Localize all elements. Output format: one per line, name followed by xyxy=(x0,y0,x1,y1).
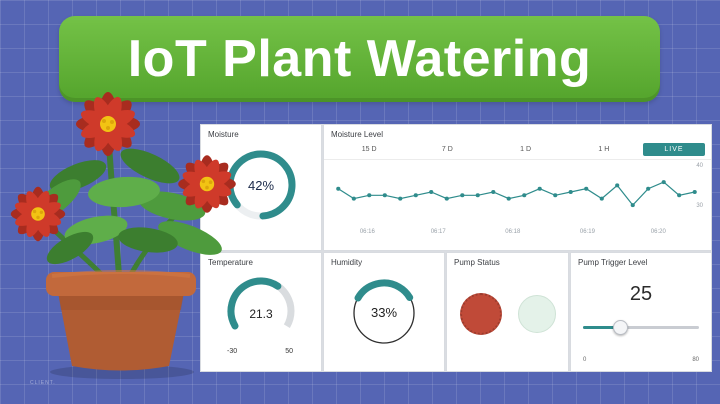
temperature-panel: Temperature 21.3 -30 50 xyxy=(200,252,322,372)
x-tick-0618: 06:18 xyxy=(505,229,521,235)
humidity-gauge-svg xyxy=(350,279,418,347)
live-button[interactable]: LIVE xyxy=(643,143,705,156)
temperature-gauge-svg xyxy=(227,277,295,345)
range-tab-1d[interactable]: 1 D xyxy=(520,146,532,153)
pump-trigger-panel-title: Pump Trigger Level xyxy=(578,258,648,267)
plant-leaves xyxy=(31,148,222,265)
plant-pot xyxy=(46,270,196,371)
pump-on-light xyxy=(517,295,556,333)
time-range-tabs: 15 D 7 D 1 D 1 H LIVE xyxy=(324,139,711,160)
flower-left xyxy=(10,186,66,242)
pump-trigger-value: 25 xyxy=(629,283,653,305)
moisture-level-panel: Moisture Level 15 D 7 D 1 D 1 H LIVE 40 … xyxy=(323,124,712,251)
x-tick-0617: 06:17 xyxy=(430,229,446,235)
x-tick-0620: 06:20 xyxy=(650,229,666,235)
moisture-panel-title: Moisture xyxy=(208,130,239,139)
pump-status-panel: Pump Status xyxy=(446,252,569,372)
temperature-max-label: 50 xyxy=(285,348,293,355)
page-title: IoT Plant Watering xyxy=(127,30,592,88)
humidity-panel-title: Humidity xyxy=(331,258,363,267)
moisture-gauge-arc xyxy=(226,150,296,220)
range-tab-7d[interactable]: 7 D xyxy=(441,146,453,153)
moisture-chart: 40 30 06:16 06:17 06:18 06:19 06:20 xyxy=(330,163,703,237)
slider-min-label: 0 xyxy=(583,357,587,363)
y-tick-30: 30 xyxy=(696,203,703,209)
pump-off-light xyxy=(459,293,502,335)
iot-dashboard: Moisture 42% Moisture Level 15 D 7 D 1 D… xyxy=(200,124,712,372)
slider-track[interactable] xyxy=(583,326,699,329)
temperature-value: 21.3 xyxy=(249,307,273,321)
humidity-gauge-arc xyxy=(350,279,418,347)
pump-status-panel-title: Pump Status xyxy=(454,258,500,267)
slider-thumb[interactable] xyxy=(613,320,629,335)
pump-status-lights xyxy=(447,293,568,335)
temperature-panel-title: Temperature xyxy=(208,258,253,267)
temperature-min-label: -30 xyxy=(227,348,238,355)
temperature-gauge: 21.3 -30 50 xyxy=(219,271,303,357)
range-tab-15d[interactable]: 15 D xyxy=(361,146,377,153)
moisture-chart-svg xyxy=(336,180,697,208)
moisture-gauge: 42% xyxy=(219,143,303,227)
slider-fill xyxy=(583,326,620,329)
y-tick-40: 40 xyxy=(696,163,703,169)
humidity-panel: Humidity 33% xyxy=(323,252,445,372)
x-tick-0616: 06:16 xyxy=(359,229,375,235)
flower-center xyxy=(31,207,45,221)
watermark-text: CLIENT. xyxy=(30,380,56,386)
pump-trigger-slider[interactable] xyxy=(583,320,699,335)
moisture-level-panel-title: Moisture Level xyxy=(331,130,384,139)
range-tab-1h[interactable]: 1 H xyxy=(598,146,610,153)
humidity-gauge: 33% xyxy=(342,271,426,353)
moisture-panel: Moisture 42% xyxy=(200,124,322,251)
plant-stems xyxy=(37,125,208,297)
x-tick-0619: 06:19 xyxy=(579,229,595,235)
slider-max-label: 80 xyxy=(692,357,699,363)
title-banner: IoT Plant Watering xyxy=(59,16,660,102)
moisture-value: 42% xyxy=(247,177,275,193)
pump-trigger-panel: Pump Trigger Level 25 0 80 xyxy=(570,252,712,372)
temperature-gauge-arc xyxy=(227,277,295,345)
pot-shadow xyxy=(50,365,194,379)
humidity-value: 33% xyxy=(370,304,398,320)
flower-center xyxy=(100,116,116,132)
